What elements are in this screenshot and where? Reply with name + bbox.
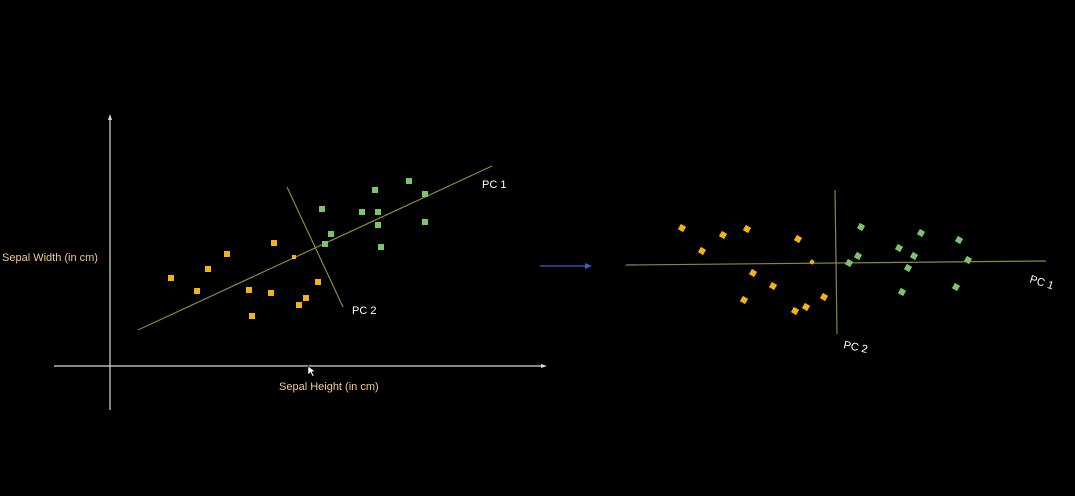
- right-class-b-points: [844, 222, 973, 297]
- data-point: [853, 251, 863, 261]
- pc2-line: [286, 186, 344, 308]
- data-point: [205, 266, 211, 272]
- data-point: [296, 302, 302, 308]
- data-point: [856, 222, 866, 232]
- data-point: [303, 295, 309, 301]
- data-point: [246, 287, 252, 293]
- data-point: [292, 255, 296, 259]
- data-point: [697, 246, 707, 256]
- left-plot: Sepal Width (in cm) Sepal Height (in cm)…: [2, 114, 547, 410]
- data-point: [375, 209, 381, 215]
- data-point: [224, 251, 230, 257]
- right-arrow-icon: [540, 263, 592, 269]
- data-point: [819, 292, 829, 302]
- data-point: [768, 281, 778, 291]
- data-point: [322, 241, 328, 247]
- data-point: [375, 222, 381, 228]
- pc2-label: PC 2: [352, 305, 376, 317]
- data-point: [328, 231, 334, 237]
- data-point: [793, 234, 803, 244]
- x-axis-label: Sepal Height (in cm): [279, 381, 379, 393]
- data-point: [422, 219, 428, 225]
- data-point: [422, 191, 428, 197]
- pc1-label: PC 1: [482, 179, 506, 191]
- right-class-a-points: [677, 223, 829, 316]
- data-point: [319, 206, 325, 212]
- data-point: [951, 282, 961, 292]
- data-point: [809, 259, 815, 265]
- data-point: [315, 279, 321, 285]
- data-point: [801, 302, 811, 312]
- data-point: [406, 178, 412, 184]
- data-point: [894, 243, 904, 253]
- data-point: [718, 230, 728, 240]
- data-point: [909, 251, 919, 261]
- data-point: [372, 187, 378, 193]
- data-point: [916, 228, 926, 238]
- right-plot: PC 1 PC 2: [625, 189, 1055, 356]
- data-point: [748, 268, 758, 278]
- data-point: [168, 275, 174, 281]
- pc1-label-right: PC 1: [1028, 273, 1055, 292]
- data-point: [963, 255, 973, 265]
- data-point: [194, 288, 200, 294]
- pc2-axis: [834, 189, 838, 335]
- data-point: [268, 290, 274, 296]
- y-axis-arrowhead: [108, 114, 112, 120]
- left-class-b-points: [319, 178, 428, 250]
- data-point: [739, 295, 749, 305]
- data-point: [897, 287, 907, 297]
- data-point: [742, 224, 752, 234]
- pc2-label-right: PC 2: [842, 339, 868, 356]
- x-axis-arrowhead: [541, 364, 547, 368]
- data-point: [378, 244, 384, 250]
- data-point: [844, 258, 854, 268]
- data-point: [954, 235, 964, 245]
- data-point: [249, 313, 255, 319]
- data-point: [677, 223, 687, 233]
- data-point: [903, 263, 913, 273]
- mouse-pointer-icon: [307, 365, 316, 377]
- y-axis-label: Sepal Width (in cm): [2, 252, 98, 264]
- data-point: [359, 209, 365, 215]
- data-point: [271, 240, 277, 246]
- data-point: [790, 306, 800, 316]
- left-class-a-points: [168, 240, 321, 319]
